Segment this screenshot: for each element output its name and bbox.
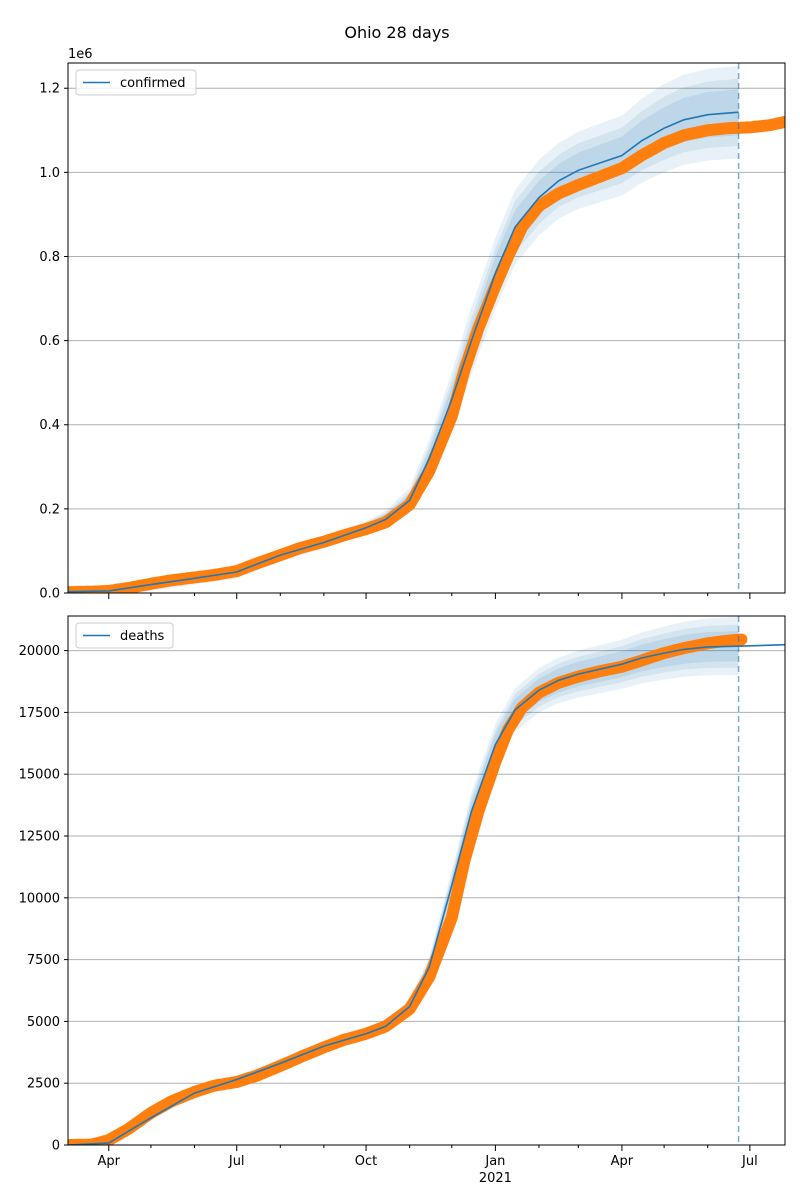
model-line xyxy=(68,111,739,593)
confirmed-panel: 0.0 0.2 0.4 0.6 0.8 1.0 1.2 1e6 confirmed xyxy=(39,47,786,602)
y-tick-label: 1.2 xyxy=(39,82,60,97)
y-tick-label: 5000 xyxy=(27,1015,60,1030)
y-tick-label: 1.0 xyxy=(39,166,60,181)
figure-title: Ohio 28 days xyxy=(344,23,449,42)
uncertainty-band xyxy=(68,65,739,593)
y-tick-label: 0.8 xyxy=(39,250,60,265)
x-tick-label: Jul xyxy=(741,1154,758,1169)
y-tick-label: 0 xyxy=(52,1139,60,1154)
uncertainty-band xyxy=(68,78,739,593)
y-tick-label: 20000 xyxy=(19,644,60,659)
y-tick-label: 0.4 xyxy=(39,418,60,433)
plot-area xyxy=(68,65,785,593)
axes-frame xyxy=(67,62,786,594)
y-tick-label: 10000 xyxy=(19,891,60,906)
y-tick-label: 2500 xyxy=(27,1077,60,1092)
legend-box xyxy=(75,622,174,649)
uncertainty-band xyxy=(68,617,739,1145)
y-offset-label: 1e6 xyxy=(68,47,93,62)
x-tick-label: Jul xyxy=(228,1154,245,1169)
y-tick-label: 0.0 xyxy=(39,587,60,602)
x-tick-label: Jan xyxy=(484,1154,505,1169)
legend-label: deaths xyxy=(120,629,165,644)
y-tick-label: 0.6 xyxy=(39,334,60,349)
plot-area xyxy=(68,617,785,1145)
x-tick-label: Oct xyxy=(355,1154,377,1169)
x-year-label: 2021 xyxy=(479,1171,512,1186)
y-tick-label: 15000 xyxy=(19,768,60,783)
y-tick-label: 12500 xyxy=(19,830,60,845)
model-line xyxy=(68,643,785,1145)
legend-label: confirmed xyxy=(120,76,186,91)
y-tick-label: 7500 xyxy=(27,953,60,968)
axes-frame xyxy=(67,615,786,1146)
observed-point xyxy=(779,115,785,128)
observed-point xyxy=(735,633,748,646)
y-tick-label: 0.2 xyxy=(39,502,60,517)
x-tick-label: Apr xyxy=(98,1154,121,1169)
legend: confirmed xyxy=(75,69,197,96)
legend: deaths xyxy=(75,622,174,649)
y-tick-label: 17500 xyxy=(19,706,60,721)
legend-box xyxy=(75,69,197,96)
x-tick-label: Apr xyxy=(611,1154,634,1169)
deaths-panel: 0 2500 5000 7500 10000 12500 15000 17500 20000 Ap… xyxy=(19,615,786,1186)
